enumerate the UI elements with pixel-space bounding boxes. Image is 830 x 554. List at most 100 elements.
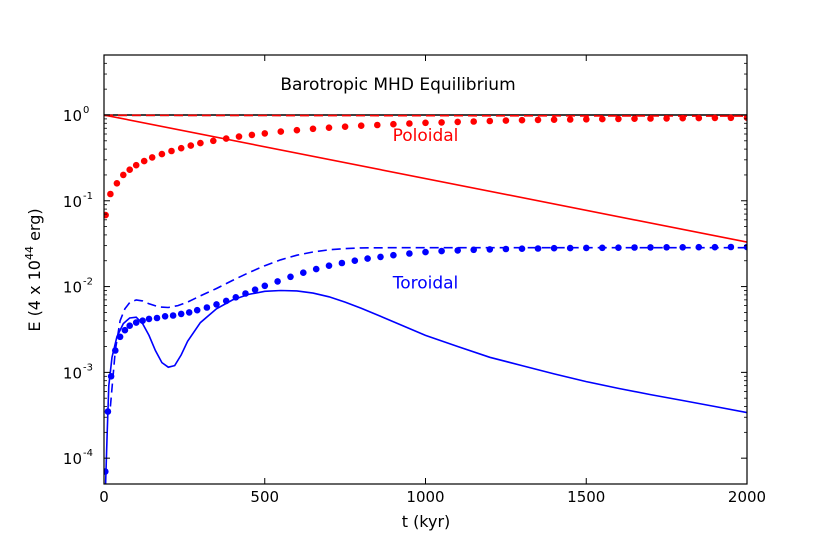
toroidal-dots-point: [213, 301, 220, 308]
toroidal-dots-point: [121, 326, 129, 334]
poloidal-dots-point: [422, 119, 429, 127]
y-tick-exponent: -2: [83, 277, 93, 288]
poloidal-dots-point: [550, 116, 558, 123]
toroidal-dots-point: [185, 309, 193, 316]
toroidal-dots-point: [695, 243, 703, 251]
toroidal-dots-point: [132, 319, 140, 326]
y-axis-label: E (4 x 1044 erg): [23, 208, 44, 331]
toroidal-dots-point: [727, 243, 735, 251]
poloidal-dots-point: [341, 123, 349, 130]
poloidal-dots-point: [357, 122, 365, 129]
poloidal-dots-point: [663, 115, 670, 122]
poloidal-dots-point: [107, 190, 114, 198]
toroidal-dots-point: [486, 246, 494, 253]
poloidal-dots-point: [631, 115, 638, 122]
toroidal-dots-point: [422, 248, 429, 256]
toroidal-dots-point: [583, 244, 590, 252]
toroidal-dots-point: [222, 297, 230, 305]
x-tick-label: 0: [99, 488, 109, 506]
toroidal-dots-point: [261, 282, 269, 290]
chart-title: Barotropic MHD Equilibrium: [280, 75, 515, 95]
poloidal-dots-point: [599, 115, 606, 123]
x-tick-label: 1000: [406, 488, 444, 506]
poloidal-dots-point: [277, 128, 285, 135]
poloidal-dots-point: [438, 119, 445, 126]
toroidal-dots-point: [104, 408, 112, 415]
poloidal-dots-point: [711, 114, 719, 122]
poloidal-dots-point: [148, 154, 156, 161]
toroidal-dots-point: [631, 244, 638, 251]
poloidal-dots-point: [518, 116, 526, 124]
toroidal-dots-point: [377, 253, 384, 261]
y-axis-label-exponent: 44: [23, 246, 36, 260]
y-tick-label: 10: [63, 193, 82, 211]
toroidal-dots-point: [274, 278, 281, 285]
y-axis-label-suffix: erg): [25, 208, 44, 246]
toroidal-dots-point: [251, 286, 259, 294]
poloidal-dots-point: [113, 180, 121, 187]
annotation-poloidal: Poloidal: [393, 126, 459, 146]
x-tick-label: 500: [250, 488, 279, 506]
toroidal-dots-point: [145, 315, 153, 323]
poloidal-dots-point: [248, 131, 256, 139]
poloidal-dots-point: [534, 116, 542, 124]
poloidal-dots-point: [406, 120, 413, 127]
poloidal-dots-point: [158, 150, 166, 158]
poloidal-dots-point: [309, 125, 317, 133]
y-tick-label: 10: [63, 364, 82, 382]
poloidal-solid-line: [104, 114, 747, 243]
annotation-toroidal: Toroidal: [392, 274, 459, 294]
poloidal-dots-point: [727, 114, 735, 122]
poloidal-dots-point: [126, 166, 133, 173]
poloidal-dashed-line: [104, 114, 747, 117]
toroidal-dots-point: [107, 373, 115, 380]
toroidal-dots-point: [325, 262, 333, 270]
toroidal-dots-point: [126, 322, 133, 330]
x-tick-label: 2000: [728, 488, 766, 506]
toroidal-dots-point: [104, 468, 109, 475]
poloidal-dots-point: [235, 133, 243, 140]
toroidal-dots-point: [518, 245, 526, 252]
poloidal-dots-point: [502, 117, 510, 124]
y-tick-exponent: 0: [83, 105, 89, 116]
toroidal-dots-point: [338, 259, 346, 267]
toroidal-dots-point: [287, 273, 294, 281]
poloidal-dots-point: [679, 114, 686, 122]
y-tick-label: 10: [63, 450, 82, 468]
toroidal-dots-point: [112, 347, 119, 354]
y-tick-exponent: -4: [83, 448, 93, 459]
toroidal-dots-point: [470, 246, 478, 254]
toroidal-dots-point: [312, 265, 320, 273]
poloidal-dots-point: [486, 117, 494, 125]
toroidal-dots-point: [550, 244, 558, 252]
toroidal-dots-point: [364, 255, 371, 262]
toroidal-dashed-line: [109, 246, 747, 407]
poloidal-dots-point: [293, 126, 301, 134]
toroidal-dots-point: [232, 294, 240, 301]
toroidal-solid-line: [104, 289, 747, 484]
poloidal-dots-point: [743, 114, 747, 121]
toroidal-dots-point: [139, 317, 146, 325]
x-tick-label: 1500: [567, 488, 605, 506]
toroidal-dots-point: [390, 251, 397, 259]
poloidal-dots-point: [210, 137, 217, 145]
toroidal-dots-point: [615, 244, 622, 251]
toroidal-dots-point: [193, 306, 201, 314]
poloidal-dots-point: [374, 121, 381, 129]
toroidal-dots-point: [300, 269, 307, 277]
toroidal-dots-point: [203, 304, 211, 311]
poloidal-dots-point: [454, 118, 462, 126]
poloidal-dots-point: [197, 139, 204, 147]
x-axis-label: t (kyr): [402, 512, 451, 531]
poloidal-dots-point: [390, 120, 397, 128]
poloidal-dots-point: [695, 114, 703, 122]
y-axis-label-prefix: E (4 x 10: [25, 260, 44, 332]
poloidal-dots-point: [168, 147, 175, 155]
poloidal-dots-point: [104, 211, 109, 219]
toroidal-dots-point: [242, 290, 249, 297]
poloidal-dots-point: [222, 135, 230, 142]
poloidal-dots-point: [583, 116, 590, 123]
toroidal-dots-point: [663, 244, 670, 251]
